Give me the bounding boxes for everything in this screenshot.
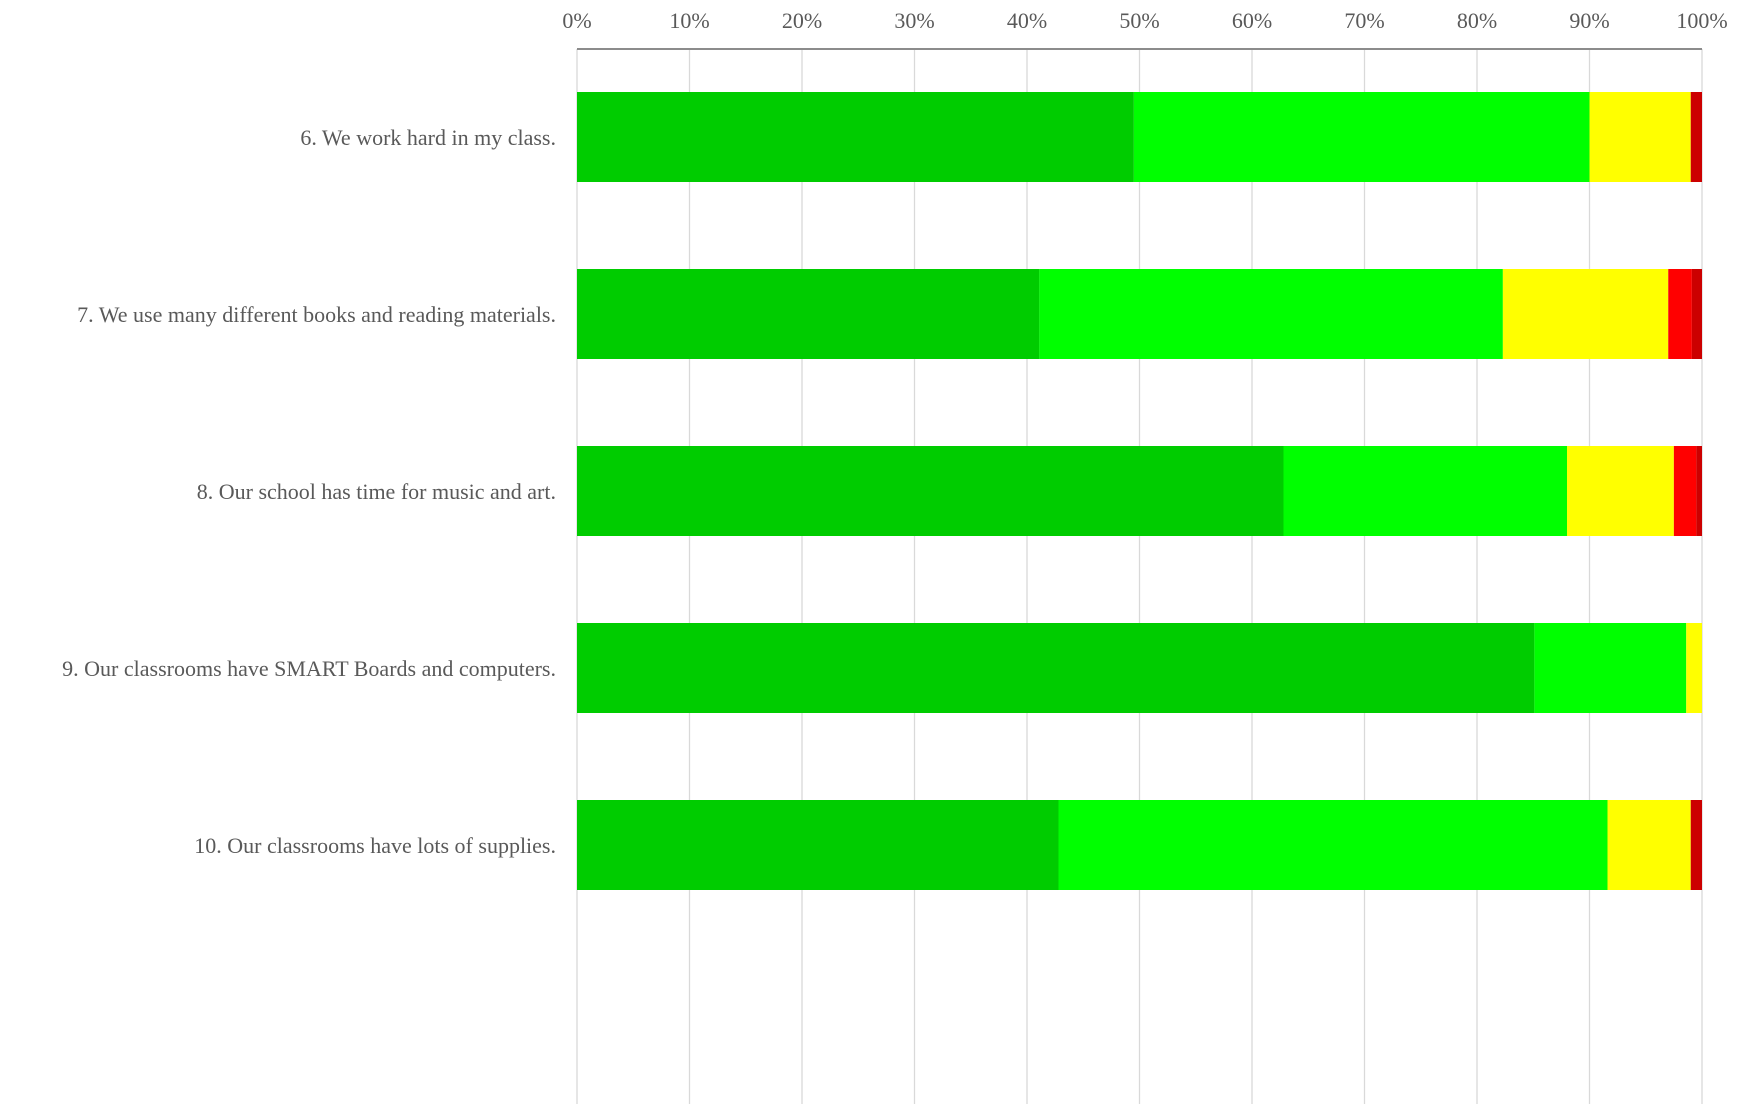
category-label: 7. We use many different books and readi… [77, 302, 556, 327]
bar-segment [1133, 92, 1590, 182]
bar-segment [1673, 446, 1697, 536]
x-tick-label: 100% [1676, 8, 1727, 33]
bar-segment [1690, 92, 1702, 182]
bar-segment [1058, 800, 1608, 890]
x-tick-label: 20% [782, 8, 822, 33]
bar-segment [1039, 269, 1503, 359]
bar-segment [1690, 800, 1702, 890]
bar-segment [1696, 446, 1702, 536]
bar-segment [577, 269, 1040, 359]
x-axis: 0% 10% 20% 30% 40% 50% 60% 70% 80% 90% 100% [562, 8, 1728, 50]
x-tick-label: 0% [562, 8, 591, 33]
bar-segment [1668, 269, 1692, 359]
x-tick-label: 70% [1344, 8, 1384, 33]
bar-segment [577, 800, 1059, 890]
category-label: 9. Our classrooms have SMART Boards and … [62, 656, 556, 681]
bar-segment [1283, 446, 1567, 536]
x-tick-label: 30% [894, 8, 934, 33]
bar-segment [1534, 623, 1687, 713]
x-tick-label: 90% [1569, 8, 1609, 33]
bar-segment [1502, 269, 1669, 359]
bar-segment [577, 92, 1134, 182]
x-tick-label: 40% [1007, 8, 1047, 33]
bar-segment [1607, 800, 1691, 890]
x-tick-label: 10% [669, 8, 709, 33]
category-label: 6. We work hard in my class. [300, 125, 556, 150]
category-label: 10. Our classrooms have lots of supplies… [194, 833, 556, 858]
x-tick-label: 60% [1232, 8, 1272, 33]
bar-segment [1567, 446, 1674, 536]
bars [577, 92, 1702, 890]
gridlines [576, 49, 1703, 1104]
bar-segment [577, 623, 1535, 713]
x-tick-label: 50% [1119, 8, 1159, 33]
category-label: 8. Our school has time for music and art… [197, 479, 556, 504]
bar-segment [1686, 623, 1702, 713]
x-tick-label: 80% [1457, 8, 1497, 33]
bar-segment [577, 446, 1284, 536]
bar-segment [1691, 269, 1702, 359]
bar-segment [1589, 92, 1691, 182]
category-labels: 6. We work hard in my class. 7. We use ma… [62, 125, 556, 858]
